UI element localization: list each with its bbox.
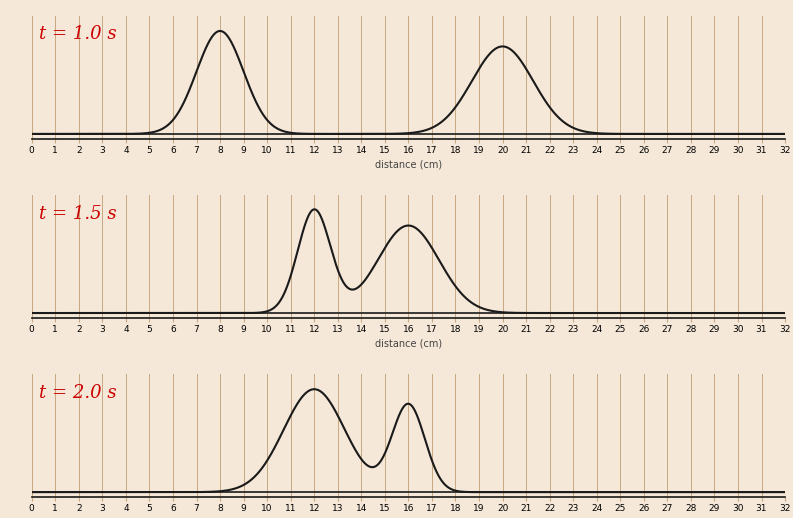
Text: t = 1.5 s: t = 1.5 s [40,205,117,223]
Text: t = 2.0 s: t = 2.0 s [40,384,117,401]
X-axis label: distance (cm): distance (cm) [375,517,442,518]
X-axis label: distance (cm): distance (cm) [375,338,442,348]
Text: t = 1.0 s: t = 1.0 s [40,25,117,44]
X-axis label: distance (cm): distance (cm) [375,159,442,169]
